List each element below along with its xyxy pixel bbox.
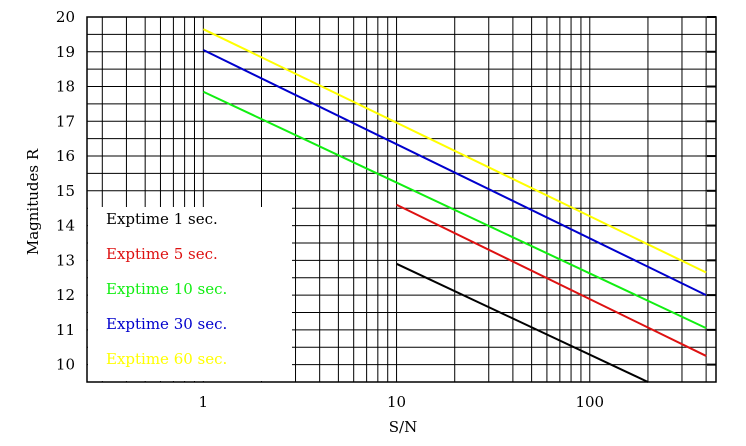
series-line-5 xyxy=(202,28,707,274)
legend-entry-3: Exptime 10 sec. xyxy=(106,280,227,298)
plot-border xyxy=(86,16,717,383)
y-tick-label: 13 xyxy=(56,251,75,269)
y-tick-label: 14 xyxy=(56,217,75,235)
x-tick-label: 1 xyxy=(199,393,209,411)
tick-labels: 10 11 12 13 14 15 16 17 18 19 20 1 10 100 xyxy=(56,8,716,411)
plot-frame xyxy=(86,16,717,383)
series-line-1 xyxy=(396,262,649,383)
y-axis-label: Magnitudes R xyxy=(24,148,42,255)
legend-entry-1: Exptime 1 sec. xyxy=(106,210,218,228)
y-tick-label: 18 xyxy=(56,78,75,96)
y-tick-label: 10 xyxy=(56,356,75,374)
y-tick-label: 20 xyxy=(56,8,75,26)
legend-box xyxy=(88,207,292,381)
series-line-3 xyxy=(202,90,707,330)
legend: Exptime 1 sec. Exptime 5 sec. Exptime 10 s… xyxy=(106,210,227,368)
data-series xyxy=(202,28,707,383)
y-tick-label: 15 xyxy=(56,182,75,200)
y-tick-label: 11 xyxy=(56,321,75,339)
y-tick-label: 16 xyxy=(56,147,75,165)
legend-entry-4: Exptime 30 sec. xyxy=(106,315,227,333)
legend-background xyxy=(88,207,292,381)
y-tick-label: 19 xyxy=(56,43,75,61)
x-tick-label: 100 xyxy=(575,393,604,411)
y-tick-label: 12 xyxy=(56,286,75,304)
x-tick-label: 10 xyxy=(387,393,406,411)
legend-entry-5: Exptime 60 sec. xyxy=(106,350,227,368)
legend-entry-2: Exptime 5 sec. xyxy=(106,245,218,263)
x-axis-label: S/N xyxy=(389,418,417,436)
series-line-2 xyxy=(396,203,707,357)
series-line-4 xyxy=(202,49,707,296)
y-tick-label: 17 xyxy=(56,112,75,130)
